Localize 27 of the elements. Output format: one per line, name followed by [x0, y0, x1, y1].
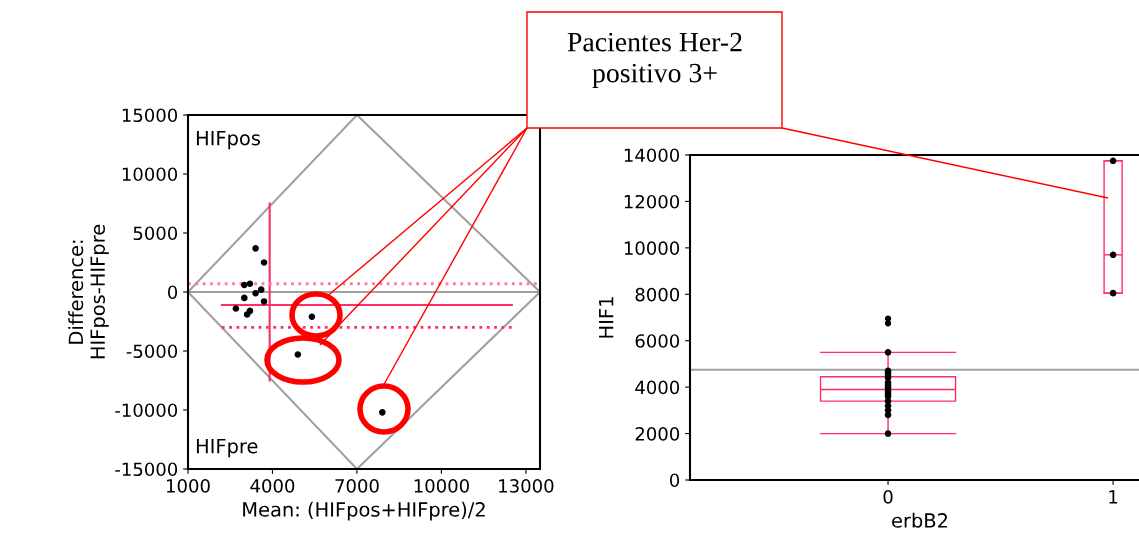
y-tick-label: -5000: [126, 344, 178, 359]
y-tick-label: -15000: [115, 462, 178, 477]
y-tick-label: 15000: [122, 108, 178, 123]
x-axis-title: erbB2: [892, 512, 948, 528]
text: Pacientes Her-2 positivo 3+: [567, 32, 742, 89]
y-tick-label: 6000: [635, 334, 680, 348]
y-tick-label: 0: [167, 285, 178, 300]
x-tick-label: 13000: [499, 479, 554, 493]
y-tick-label: 10000: [122, 167, 178, 182]
x-tick-label: 7000: [335, 479, 379, 493]
annotation: HIFpos: [196, 130, 260, 150]
y-tick-label: 14000: [624, 148, 680, 163]
y-tick-label: -10000: [115, 403, 178, 418]
y-tick-label: 2000: [635, 427, 680, 441]
y-axis-title: Difference: HIFpos-HIFpre: [68, 224, 109, 359]
y-tick-label: 10000: [624, 241, 680, 255]
y-tick-label: 12000: [624, 194, 680, 209]
y-axis-title: HIF1: [599, 297, 614, 338]
y-tick-label: 5000: [133, 226, 178, 241]
x-tick-label: 1: [1109, 490, 1118, 504]
x-tick-label: 1000: [167, 479, 210, 493]
x-tick-label: 4000: [250, 479, 295, 493]
y-tick-label: 8000: [635, 287, 680, 302]
x-tick-label: 10000: [414, 479, 469, 493]
y-tick-label: 4000: [635, 380, 680, 395]
x-axis-title: Mean: (HIFpos+HIFpre)/2: [243, 501, 485, 521]
annotation: HIFpre: [196, 438, 258, 458]
